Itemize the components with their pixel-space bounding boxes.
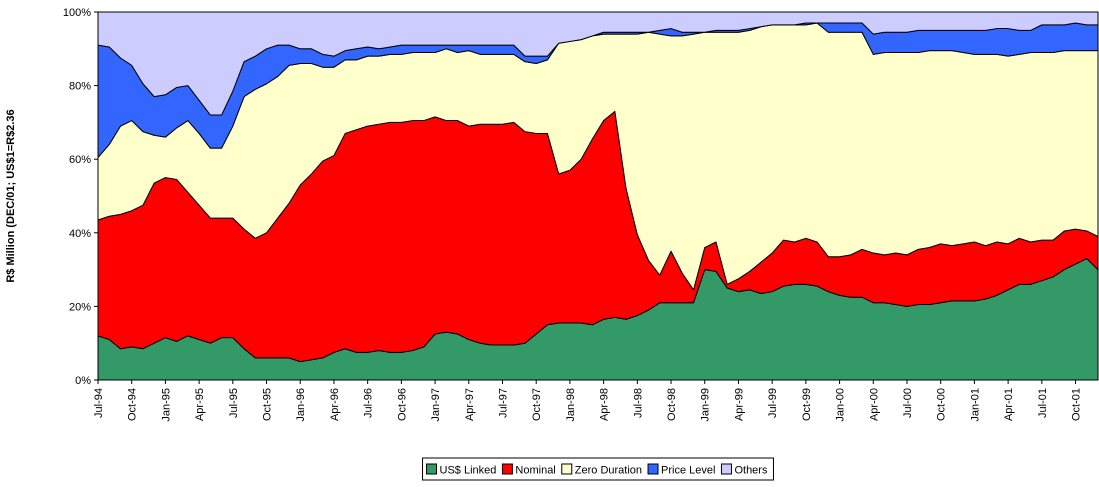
legend: US$ Linked Nominal Zero Duration Price Leve…: [422, 457, 774, 481]
x-tick-label: Oct-94: [127, 388, 139, 421]
x-tick-label: Oct-00: [936, 388, 948, 421]
x-tick-label: Jul-98: [632, 388, 644, 418]
x-tick-label: Apr-97: [464, 388, 476, 421]
x-tick-label: Jan-96: [295, 388, 307, 422]
x-tick-label: Oct-01: [1071, 388, 1083, 421]
y-tick-label: 0%: [75, 375, 91, 387]
x-tick-label: Jul-97: [497, 388, 509, 418]
x-tick-label: Jul-99: [767, 388, 779, 418]
legend-label: US$ Linked: [440, 465, 497, 477]
x-tick-label: Jan-98: [565, 388, 577, 422]
x-tick-label: Oct-96: [396, 388, 408, 421]
legend-swatch: [647, 463, 659, 475]
x-tick-label: Oct-98: [666, 388, 678, 421]
legend-swatch: [501, 463, 513, 475]
x-tick-label: Jul-94: [93, 388, 105, 418]
y-axis-label: R$ Million (DEC/01; US$1=R$2.36: [5, 109, 17, 282]
y-tick-label: 80%: [69, 81, 91, 93]
y-tick-label: 20%: [69, 301, 91, 313]
x-tick-label: Jan-01: [969, 388, 981, 422]
legend-swatch: [720, 463, 732, 475]
y-tick-label: 100%: [63, 7, 91, 19]
x-tick-label: Apr-99: [733, 388, 745, 421]
x-tick-label: Jan-99: [700, 388, 712, 422]
area: [97, 11, 1099, 116]
x-tick-label: Apr-95: [194, 388, 206, 421]
x-tick-label: Apr-98: [599, 388, 611, 421]
x-tick-label: Jan-97: [430, 388, 442, 422]
x-tick-label: Jan-00: [835, 388, 847, 422]
x-tick-label: Apr-01: [1003, 388, 1015, 421]
legend-swatch: [426, 463, 438, 475]
x-tick-label: Jul-00: [902, 388, 914, 418]
legend-label: Others: [734, 465, 768, 477]
x-tick-label: Jul-95: [228, 388, 240, 418]
legend-label: Nominal: [515, 465, 555, 477]
y-tick-label: 60%: [69, 154, 91, 166]
legend-label: Zero Duration: [575, 465, 642, 477]
x-tick-label: Apr-96: [329, 388, 341, 421]
x-tick-label: Jul-01: [1037, 388, 1049, 418]
legend-swatch: [561, 463, 573, 475]
legend-label: Price Level: [661, 465, 715, 477]
x-tick-label: Oct-99: [801, 388, 813, 421]
x-tick-label: Jan-95: [160, 388, 172, 422]
x-tick-label: Jul-96: [363, 388, 375, 418]
x-tick-label: Apr-00: [868, 388, 880, 421]
x-tick-label: Oct-97: [531, 388, 543, 421]
y-tick-label: 40%: [69, 228, 91, 240]
x-tick-label: Oct-95: [262, 388, 274, 421]
